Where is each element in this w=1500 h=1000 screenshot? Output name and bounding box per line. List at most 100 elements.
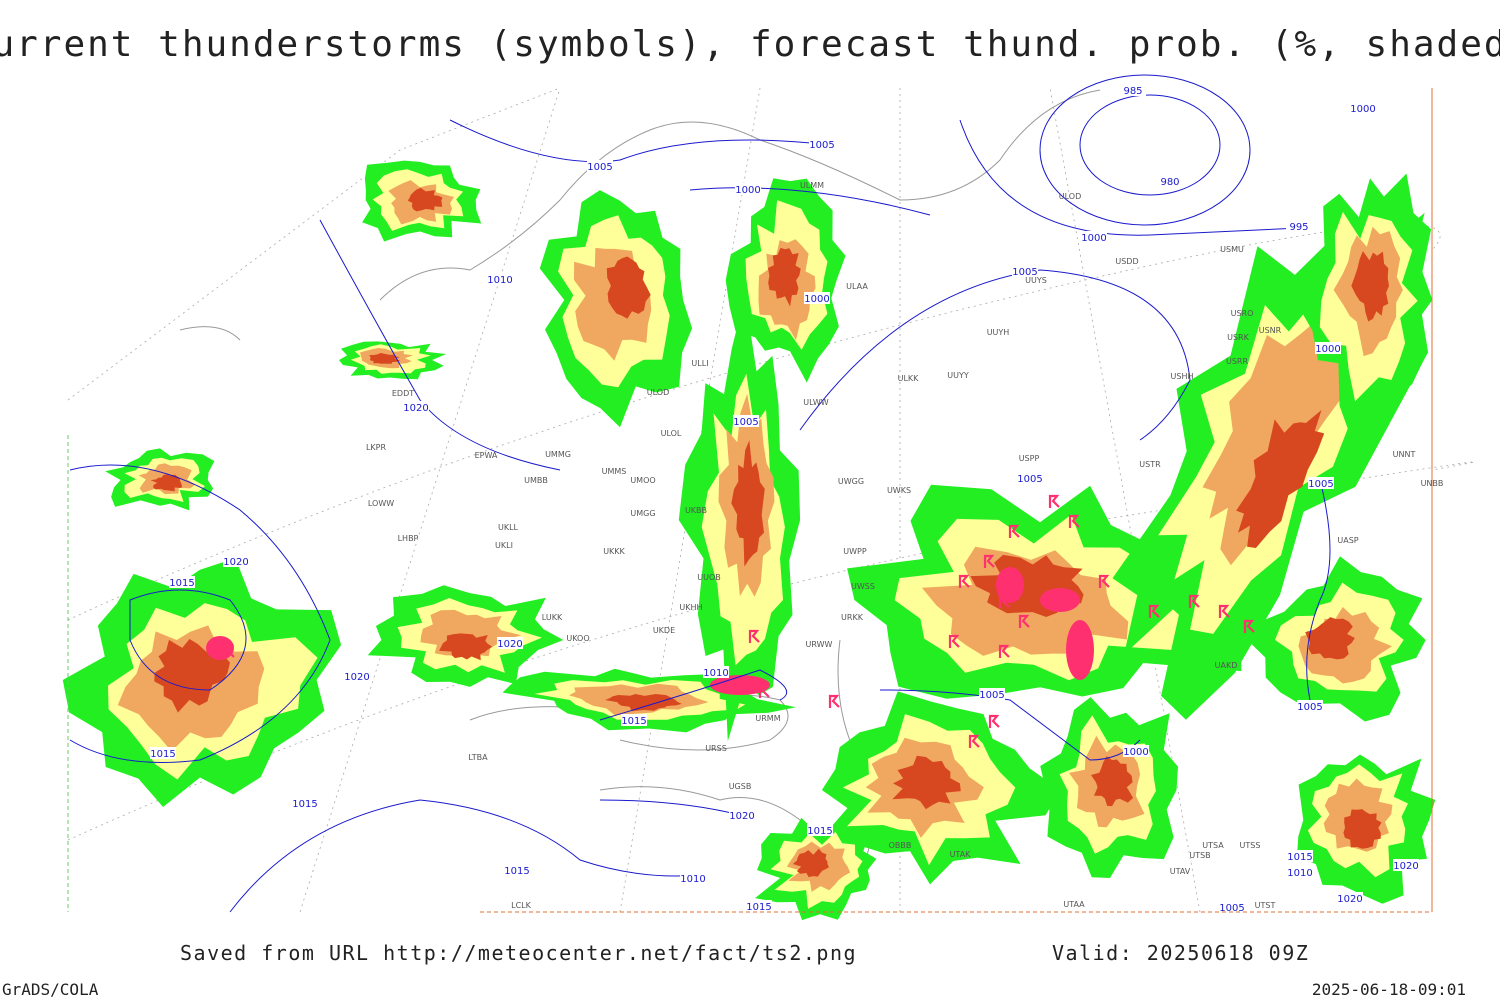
- isobar: [1079, 94, 1221, 196]
- isobar-label: 1005: [1308, 479, 1333, 490]
- isobar-label-box: [1017, 472, 1043, 484]
- isobar-label: 1005: [1297, 702, 1322, 713]
- isobar-label-box: [1287, 866, 1313, 878]
- isobar-label-box: [223, 555, 249, 567]
- station-label: ULWW: [803, 398, 828, 407]
- isobars: [69, 74, 1331, 913]
- station-label: UTSB: [1189, 851, 1210, 860]
- isobar-label: 1000: [1315, 344, 1340, 355]
- station-label: UTAA: [1063, 900, 1085, 909]
- station-label: UUYY: [947, 371, 969, 380]
- station-label: ULOD: [1059, 192, 1081, 201]
- station-label: UKLL: [498, 523, 519, 532]
- isobar-label: 1020: [1337, 894, 1362, 905]
- station-label: ULMM: [800, 181, 824, 190]
- isobar-label-box: [487, 273, 513, 285]
- isobar-label: 1000: [1081, 233, 1106, 244]
- isobar-label: 1010: [703, 668, 728, 679]
- thunderstorm-symbol: [1098, 574, 1110, 588]
- isobar: [69, 464, 331, 763]
- isobar-label-box: [703, 666, 729, 678]
- isobar: [689, 187, 931, 216]
- station-label: UASP: [1337, 536, 1358, 545]
- isobar-label: 1010: [680, 874, 705, 885]
- isobar-label-box: [729, 809, 755, 821]
- probability-area: [369, 353, 401, 364]
- thunderstorm-symbol: [1008, 524, 1020, 538]
- station-label: UTSA: [1202, 841, 1224, 850]
- probability-area: [439, 633, 493, 661]
- station-label: LHBP: [398, 534, 419, 543]
- isobar-label-box: [1081, 231, 1107, 243]
- thunderstorm-symbol: [1068, 514, 1080, 528]
- station-label: USHH: [1171, 372, 1194, 381]
- probability-shading: [62, 160, 1436, 921]
- station-label: UWGG: [838, 477, 864, 486]
- coastline: [599, 786, 801, 821]
- station-label: OBBB: [889, 841, 912, 850]
- isobar-label-box: [1308, 477, 1334, 489]
- station-label: ULLI: [691, 359, 708, 368]
- station-label: EDDT: [392, 389, 414, 398]
- isobar-label: 1005: [1219, 903, 1244, 914]
- thunderstorm-cluster: [710, 675, 770, 695]
- station-label: UUYH: [987, 328, 1010, 337]
- thunderstorm-cluster: [1040, 588, 1080, 612]
- probability-area: [1091, 756, 1134, 807]
- station-label: UKDE: [653, 626, 675, 635]
- station-label: EPWA: [475, 451, 498, 460]
- isobar-label-box: [680, 872, 706, 884]
- station-label: UTAK: [950, 850, 972, 859]
- isobar-label: 1000: [735, 185, 760, 196]
- station-label: LOWW: [368, 499, 394, 508]
- thunderstorm-symbol: [1218, 604, 1230, 618]
- isobar-label: 980: [1160, 177, 1179, 188]
- thunderstorm-cluster: [1066, 620, 1094, 680]
- isobar: [879, 689, 1141, 761]
- thunderstorm-symbol: [1188, 594, 1200, 608]
- station-label: URSS: [705, 744, 727, 753]
- thunderstorm-symbol: [828, 694, 840, 708]
- isobar-label: 1005: [1017, 474, 1042, 485]
- station-label: UKOO: [566, 634, 589, 643]
- probability-area: [892, 755, 961, 810]
- isobar-label: 1020: [497, 639, 522, 650]
- probability-area: [1351, 251, 1389, 322]
- valid-time: Valid: 20250618 09Z: [1052, 941, 1309, 965]
- station-label: USMU: [1220, 245, 1244, 254]
- station-label: USNR: [1259, 326, 1282, 335]
- isobar-label: 1015: [621, 716, 646, 727]
- probability-area: [768, 247, 801, 307]
- station-label: USRK: [1227, 333, 1249, 342]
- isobar-label: 1020: [344, 672, 369, 683]
- isobar-label-box: [504, 864, 530, 876]
- isobar-label-box: [1350, 102, 1376, 114]
- station-label: USDD: [1115, 257, 1138, 266]
- isobar-label-box: [1297, 700, 1323, 712]
- isobar-label-box: [807, 824, 833, 836]
- station-label: LUKK: [542, 613, 563, 622]
- station-label: USPP: [1019, 454, 1040, 463]
- isobar: [599, 799, 741, 816]
- isobar: [229, 799, 701, 913]
- station-label: UNNT: [1393, 450, 1416, 459]
- station-label: UMOO: [630, 476, 655, 485]
- isobar: [1306, 479, 1331, 701]
- isobar-label-box: [1287, 850, 1313, 862]
- station-label: LTBA: [468, 753, 488, 762]
- isobar-label: 1015: [807, 826, 832, 837]
- isobar-label-box: [735, 183, 761, 195]
- probability-area: [150, 474, 182, 492]
- isobar-label: 985: [1123, 86, 1142, 97]
- station-label: URWW: [806, 640, 833, 649]
- station-label: UMBB: [524, 476, 548, 485]
- graticule-line: [619, 87, 761, 913]
- station-label: URMM: [755, 714, 780, 723]
- isobar-label-box: [621, 714, 647, 726]
- isobar-label: 1015: [150, 749, 175, 760]
- probability-area: [605, 694, 682, 712]
- isobar-label-box: [344, 670, 370, 682]
- station-label: LCLK: [511, 901, 532, 910]
- isobar-label-box: [150, 747, 176, 759]
- isobar-label-box: [1157, 175, 1183, 187]
